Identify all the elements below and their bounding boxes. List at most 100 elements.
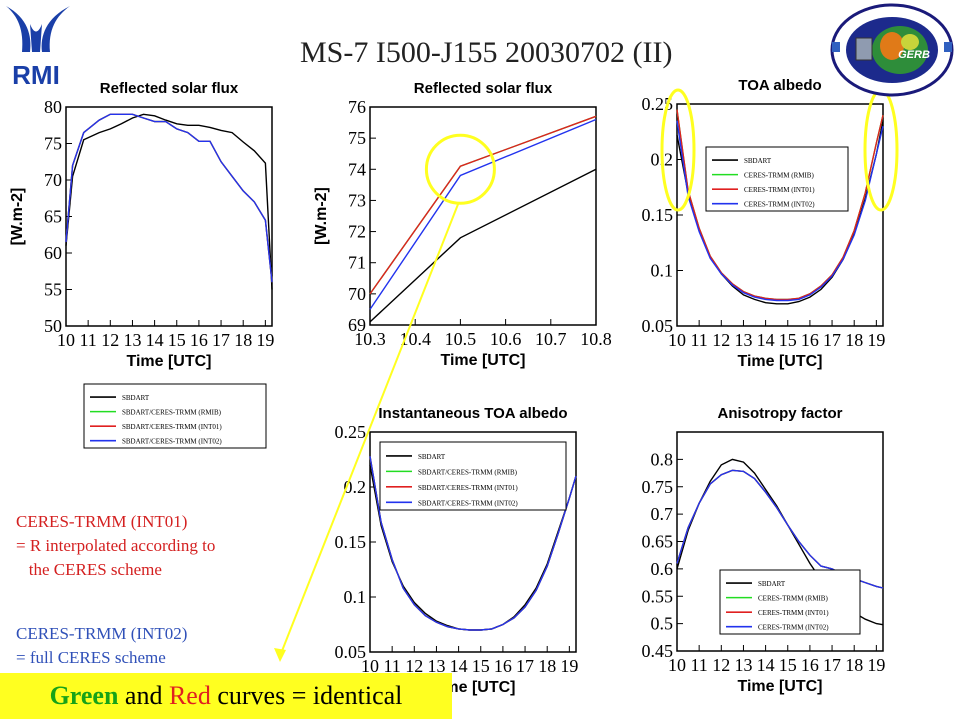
legend-label: SBDART/CERES-TRMM (RMIB): [122, 409, 222, 417]
x-tick-label: 14: [757, 330, 775, 350]
series-line: [65, 113, 273, 290]
x-tick-label: 15: [779, 330, 797, 350]
series-line: [676, 120, 884, 302]
series-line: [369, 118, 597, 310]
x-tick-label: 11: [383, 656, 400, 676]
legend-label: SBDART: [758, 580, 786, 588]
x-axis-label: Time [UTC]: [126, 353, 211, 370]
legend-label: CERES-TRMM (RMIB): [758, 595, 828, 603]
chart-title: Anisotropy factor: [717, 405, 842, 422]
x-tick-label: 19: [256, 330, 274, 350]
x-tick-label: 15: [779, 655, 797, 675]
y-tick-label: 55: [44, 280, 62, 300]
y-tick-label: 73: [348, 190, 366, 210]
legend-label: CERES-TRMM (INT01): [744, 186, 815, 194]
plot-frame: [369, 106, 597, 326]
pointer-arrowhead: [274, 648, 286, 662]
x-tick-label: 10.6: [490, 329, 522, 349]
x-tick-label: 19: [867, 330, 885, 350]
legend-label: CERES-TRMM (INT02): [758, 624, 829, 632]
y-tick-label: 0.65: [642, 532, 674, 552]
chart-title: TOA albedo: [738, 77, 821, 94]
x-tick-label: 10.7: [535, 329, 567, 349]
y-tick-label: 0.55: [642, 586, 674, 606]
x-tick-label: 10.3: [354, 329, 386, 349]
chart-title: Reflected solar flux: [414, 80, 553, 97]
chart-title: Reflected solar flux: [100, 80, 239, 97]
y-tick-label: 0.6: [651, 559, 674, 579]
banner-green-word: Green: [49, 681, 119, 710]
y-tick-label: 0.45: [642, 641, 674, 661]
y-tick-label: 65: [44, 207, 62, 227]
rmi-logo-text: RMI: [12, 60, 60, 90]
highlight-circle: [424, 133, 496, 205]
y-tick-label: 70: [348, 284, 366, 304]
x-tick-label: 16: [801, 330, 819, 350]
y-axis-label: [W.m-2]: [9, 188, 26, 246]
gerb-logo-text: GERB: [898, 49, 930, 61]
highlight-ellipse-left: [660, 88, 696, 212]
x-tick-label: 15: [472, 656, 490, 676]
slide-title: MS-7 I500-J155 20030702 (II): [300, 36, 673, 69]
legend-box: [83, 383, 267, 449]
y-tick-label: 74: [348, 159, 366, 179]
x-tick-label: 10: [361, 656, 379, 676]
x-tick-label: 11: [690, 330, 707, 350]
highlight-ellipse-right: [863, 88, 899, 212]
x-tick-label: 16: [801, 655, 819, 675]
x-tick-label: 11: [690, 655, 707, 675]
legend-label: SBDART: [122, 394, 150, 402]
series-line: [369, 168, 597, 323]
legend-box: [705, 146, 849, 212]
x-tick-label: 12: [712, 655, 730, 675]
y-tick-label: 72: [348, 222, 366, 242]
y-tick-label: 0.05: [335, 642, 367, 662]
x-tick-label: 12: [712, 330, 730, 350]
legend-label: SBDART/CERES-TRMM (INT02): [418, 499, 518, 507]
legend-box: [379, 441, 567, 511]
y-tick-label: 75: [348, 128, 366, 148]
rmi-logo: RMI: [6, 6, 70, 90]
x-tick-label: 10.5: [445, 329, 477, 349]
y-tick-label: 0.5: [651, 614, 674, 634]
x-tick-label: 18: [234, 330, 252, 350]
y-tick-label: 60: [44, 243, 62, 263]
series-line: [65, 113, 273, 283]
x-tick-label: 14: [757, 655, 775, 675]
x-tick-label: 17: [823, 330, 841, 350]
x-axis-label: Time [UTC]: [737, 678, 822, 695]
x-tick-label: 10.8: [580, 329, 612, 349]
series-line: [369, 456, 577, 631]
y-axis-label: [W.m-2]: [313, 187, 330, 245]
x-tick-label: 19: [867, 655, 885, 675]
x-tick-label: 13: [123, 330, 141, 350]
series-line: [369, 115, 597, 295]
x-tick-label: 14: [146, 330, 164, 350]
x-tick-label: 17: [212, 330, 230, 350]
x-axis-label: Time [UTC]: [440, 352, 525, 369]
banner-and-word: and: [118, 681, 169, 710]
y-tick-label: 50: [44, 316, 62, 336]
x-tick-label: 13: [427, 656, 445, 676]
y-tick-label: 70: [44, 170, 62, 190]
x-tick-label: 11: [79, 330, 96, 350]
legend-label: SBDART/CERES-TRMM (INT01): [418, 484, 518, 492]
x-tick-label: 10: [668, 330, 686, 350]
y-tick-label: 0.15: [642, 205, 674, 225]
x-tick-label: 13: [734, 655, 752, 675]
y-tick-label: 75: [44, 134, 62, 154]
x-tick-label: 12: [405, 656, 423, 676]
pointer-arrow-line: [279, 202, 460, 657]
y-tick-label: 0.1: [344, 587, 367, 607]
legend-label: SBDART/CERES-TRMM (RMIB): [418, 468, 518, 476]
legend-label: CERES-TRMM (INT02): [744, 201, 815, 209]
legend-label: CERES-TRMM (RMIB): [744, 172, 814, 180]
banner-red-word: Red: [168, 681, 211, 710]
x-tick-label: 18: [845, 330, 863, 350]
x-tick-label: 13: [734, 330, 752, 350]
x-tick-label: 10: [57, 330, 75, 350]
gerb-logo: GERB: [830, 3, 954, 97]
int01-note: CERES-TRMM (INT01) = R interpolated acco…: [16, 512, 216, 579]
legend-label: SBDART: [418, 453, 446, 461]
